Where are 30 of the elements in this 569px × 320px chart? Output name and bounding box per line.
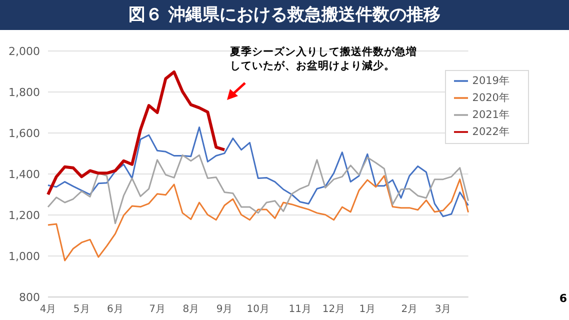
x-tick-label: 8月 bbox=[182, 304, 200, 316]
y-tick-label: 1,000 bbox=[8, 250, 40, 263]
text: 6 bbox=[559, 292, 567, 305]
y-tick-label: 1,800 bbox=[8, 86, 40, 99]
legend-label: 2019年 bbox=[472, 75, 510, 87]
annotation: 夏季シーズン入りして搬送件数が急増していたが、お盆明けより減少。 bbox=[230, 45, 418, 73]
x-tick-label: 3月 bbox=[434, 304, 452, 316]
line-series bbox=[47, 154, 470, 224]
x-tick-label: 7月 bbox=[149, 304, 166, 316]
line-series bbox=[46, 70, 226, 196]
y-tick-label: 800 bbox=[19, 290, 40, 304]
line-series bbox=[47, 126, 470, 218]
x-tick-label: 9月 bbox=[216, 304, 233, 316]
legend-label: 2020年 bbox=[472, 92, 510, 104]
y-tick-label: 2,000 bbox=[8, 44, 40, 58]
legend-label: 2021年 bbox=[472, 109, 510, 121]
x-tick-label: 1月 bbox=[359, 304, 376, 316]
x-tick-label: 11月 bbox=[288, 304, 312, 316]
y-tick-label: 1,200 bbox=[8, 208, 40, 222]
x-tick-label: 6月 bbox=[107, 304, 124, 316]
x-tick-label: 12月 bbox=[322, 304, 346, 316]
chart-title: 図６ 沖縄県における救急搬送件数の推移 bbox=[0, 0, 569, 30]
line-series bbox=[47, 175, 470, 262]
x-tick-label: 2月 bbox=[401, 304, 418, 316]
y-tick-label: 1,400 bbox=[8, 168, 40, 181]
y-tick-label: 1,600 bbox=[8, 126, 40, 140]
x-tick-label: 10月 bbox=[246, 304, 270, 316]
x-tick-label: 4月 bbox=[40, 304, 56, 316]
legend-label: 2022年 bbox=[472, 126, 510, 138]
x-tick-label: 5月 bbox=[73, 304, 90, 316]
